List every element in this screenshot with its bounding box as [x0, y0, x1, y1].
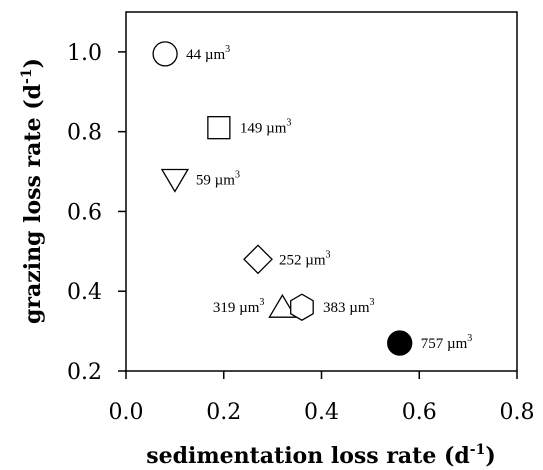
x-tick-label: 0.8 [500, 400, 535, 425]
marker-circle-757 [387, 330, 413, 356]
point-label-59: 59 µm3 [196, 170, 240, 189]
marker-circle-44 [152, 41, 178, 67]
y-tick-label: 0.6 [67, 200, 102, 225]
y-tick-label: 0.2 [67, 360, 102, 385]
marker-triangle-down-59 [160, 168, 190, 193]
x-tick-label: 0.2 [206, 400, 241, 425]
point-label-149: 149 µm3 [240, 118, 292, 137]
plot-area-frame [125, 11, 518, 372]
marker-square-149 [207, 116, 231, 140]
y-axis-title: grazing loss rate (d-1) [19, 58, 46, 324]
x-tick-label: 0.0 [109, 400, 144, 425]
marker-triangle-up-319 [268, 293, 297, 318]
y-axis: 0.2 0.4 0.6 0.8 1.0 [67, 41, 126, 385]
point-label-757: 757 µm3 [421, 333, 473, 352]
x-axis-title: sedimentation loss rate (d-1) [146, 442, 496, 469]
x-tick-label: 0.4 [304, 400, 339, 425]
marker-hexagon-383 [290, 293, 314, 321]
marker-diamond-252 [243, 244, 273, 275]
point-labels: 44 µm3 149 µm3 59 µm3 252 µm3 319 µm3 383 µm3… [186, 44, 472, 352]
y-tick-label: 1.0 [67, 41, 102, 66]
x-tick-label: 0.6 [402, 400, 437, 425]
y-tick-label: 0.8 [67, 121, 102, 146]
point-label-44: 44 µm3 [186, 44, 230, 63]
point-label-319: 319 µm3 [213, 297, 265, 316]
point-label-252: 252 µm3 [279, 249, 331, 268]
point-label-383: 383 µm3 [323, 297, 375, 316]
data-points [152, 41, 413, 356]
y-tick-label: 0.4 [67, 280, 102, 305]
x-axis: 0.0 0.2 0.4 0.6 0.8 [109, 371, 535, 425]
